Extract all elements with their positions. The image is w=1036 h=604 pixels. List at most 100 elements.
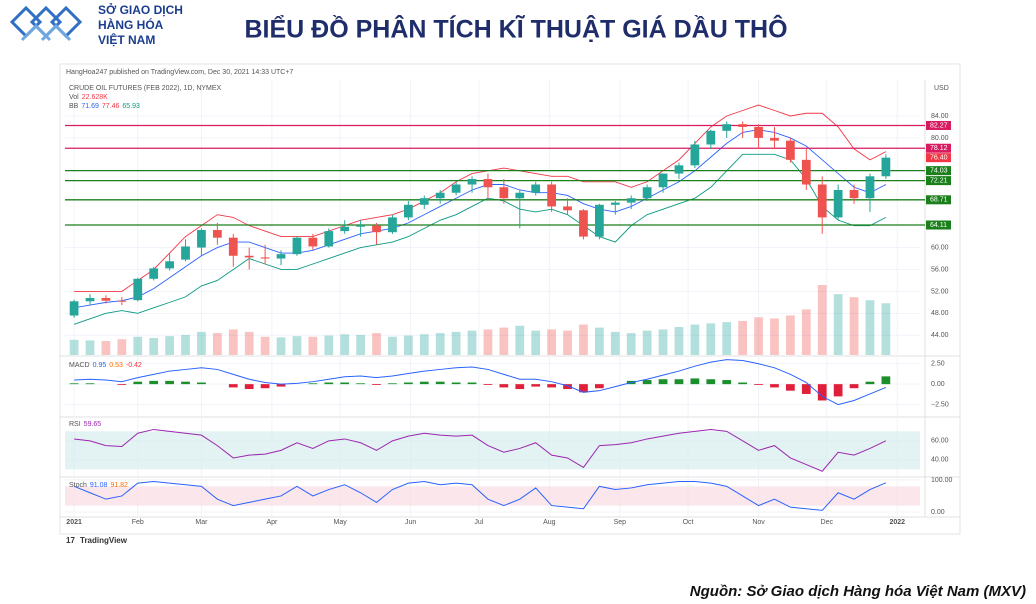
candle-body [324, 231, 334, 247]
macd-histogram-bar [499, 384, 509, 388]
candle-body [547, 184, 556, 207]
volume-bar [690, 324, 700, 355]
macd-histogram-bar [642, 380, 652, 385]
candle-body [467, 179, 477, 185]
candle-body [117, 300, 127, 302]
indicator-legend: Vol 22.628K [69, 94, 108, 101]
macd-histogram-bar [467, 382, 477, 385]
level-label: 72.21 [930, 177, 948, 184]
y-tick-label: 44.00 [931, 332, 949, 339]
volume-bar [340, 334, 350, 355]
y-tick-label: 52.00 [931, 288, 949, 295]
candle-body [101, 297, 111, 301]
x-tick-label: May [334, 519, 348, 526]
volume-bar [563, 330, 572, 355]
volume-bar [276, 337, 286, 355]
volume-bar [849, 297, 859, 355]
candle-body [579, 210, 588, 237]
macd-histogram-bar [786, 384, 795, 391]
candle-body [674, 165, 684, 174]
volume-bar [801, 309, 811, 355]
bollinger-band [74, 129, 887, 309]
macd-histogram-bar [515, 384, 525, 390]
volume-bar [610, 331, 620, 355]
x-tick-label: 2021 [66, 519, 82, 526]
volume-bar [85, 340, 95, 355]
candle-body [690, 144, 700, 166]
candle-body [133, 278, 143, 301]
band-fill [65, 431, 920, 470]
volume-bar [754, 317, 763, 355]
macd-histogram-bar [260, 384, 270, 389]
legend-part: -0.42 [126, 362, 142, 369]
candle-body [165, 261, 174, 269]
logo-icon [9, 5, 83, 42]
candle-body [881, 157, 891, 177]
volume-bar [356, 334, 365, 355]
volume-bar [722, 322, 732, 355]
volume-bar [594, 327, 604, 355]
macd-histogram-bar [722, 380, 732, 385]
y-tick-label: 60.00 [931, 244, 949, 251]
candle-body [69, 301, 79, 316]
y-tick-label: 48.00 [931, 310, 949, 317]
y-tick-label: 80.00 [931, 135, 949, 142]
macd-histogram-bar [419, 381, 429, 385]
macd-histogram-bar [547, 384, 556, 388]
volume-bar [419, 334, 429, 355]
instrument-title: CRUDE OIL FUTURES (FEB 2022), 1D, NYMEX [69, 85, 222, 92]
volume-bar [292, 336, 302, 355]
volume-bar [403, 335, 413, 355]
volume-bar [260, 336, 270, 355]
volume-bar [181, 334, 190, 355]
candle-body [626, 198, 636, 203]
level-tag [926, 166, 951, 176]
macd-histogram-bar [69, 383, 79, 385]
macd-histogram-bar [85, 383, 95, 385]
volume-bar [308, 336, 318, 355]
macd-histogram-bar [706, 379, 716, 385]
legend-part: 59.65 [84, 421, 102, 428]
legend-part: Stoch [69, 482, 87, 489]
volume-bar [547, 329, 556, 355]
indicator-line [73, 481, 887, 511]
macd-histogram-bar [770, 384, 779, 388]
macd-histogram-bar [833, 384, 843, 397]
candle-body [228, 237, 238, 256]
volume-bar [197, 331, 206, 355]
candle-body [563, 206, 572, 211]
macd-histogram-bar [308, 383, 318, 385]
indicator-legend: BB 71.69 77.46 65.93 [69, 103, 140, 110]
macd-histogram-bar [531, 384, 541, 387]
candle-body [149, 268, 159, 279]
candle-body [754, 126, 763, 138]
volume-bar [817, 285, 827, 355]
candle-body [372, 225, 381, 233]
volume-bar [531, 330, 541, 355]
y-tick-label: −2.50 [931, 401, 949, 408]
level-tag [926, 120, 951, 130]
y-tick-label: 0.00 [931, 381, 945, 388]
legend-part: 65.93 [122, 103, 140, 110]
volume-bar [626, 333, 636, 355]
macd-histogram-bar [865, 381, 875, 385]
candle-body [801, 159, 811, 185]
macd-histogram-bar [579, 384, 588, 393]
candle-body [786, 140, 795, 160]
macd-histogram-bar [276, 384, 286, 387]
volume-bar [642, 330, 652, 355]
macd-histogram-bar [563, 384, 572, 390]
volume-bar [738, 320, 748, 355]
volume-bar [244, 331, 254, 355]
macd-histogram-bar [674, 379, 684, 385]
macd-histogram-bar [738, 382, 748, 385]
x-tick-label: Mar [195, 519, 208, 526]
published-note: HangHoa247 published on TradingView.com,… [66, 69, 293, 76]
candle-body [340, 226, 350, 232]
candle-body [499, 187, 509, 199]
volume-bar [324, 335, 334, 355]
macd-histogram-bar [817, 384, 827, 401]
last-price-tag [926, 153, 951, 163]
candle-body [292, 237, 302, 255]
